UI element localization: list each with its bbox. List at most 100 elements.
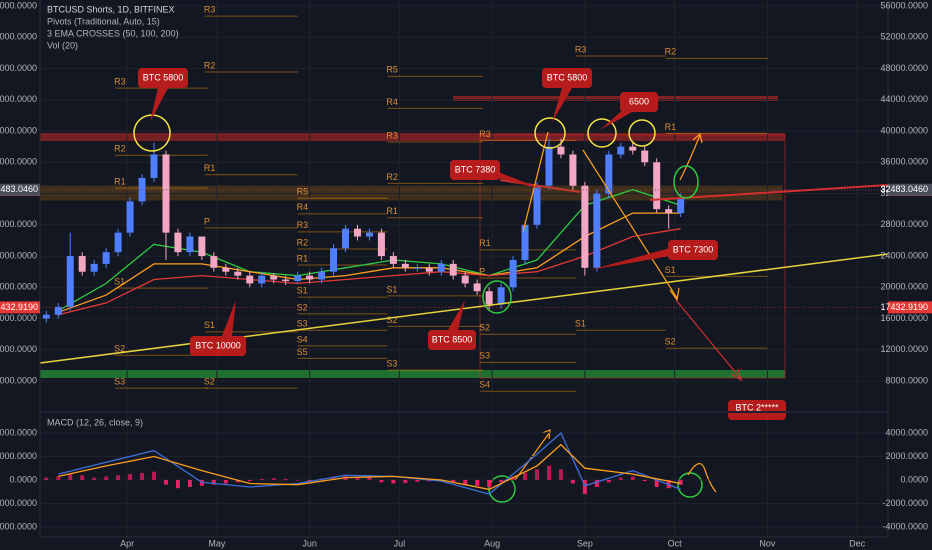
candle-body: [318, 271, 326, 280]
pivot-label: S1: [297, 285, 308, 295]
candle-body: [66, 256, 74, 307]
pivot-label: S4: [297, 334, 308, 344]
y-tick-label: 0.0000: [900, 474, 928, 484]
red-arrow: [675, 299, 741, 379]
macd-histogram-bar: [678, 479, 683, 485]
callout-box: [542, 68, 592, 88]
macd-histogram-bar: [403, 479, 408, 483]
candle-body: [389, 256, 397, 264]
macd-histogram-bar: [475, 479, 480, 486]
candle-body: [437, 263, 445, 272]
orange-arrow: [679, 132, 703, 181]
candle-body: [473, 283, 481, 292]
pivot-label: R5: [386, 65, 398, 75]
x-tick-label: Apr: [120, 538, 134, 548]
highlight-circle: [534, 117, 566, 149]
candle-body: [126, 201, 134, 233]
green-band: [40, 370, 785, 378]
price-tag: [0, 183, 40, 196]
callout-text: BTC 7300: [673, 244, 714, 254]
pivot-label: S3: [479, 351, 490, 361]
pivot-label: R2: [665, 47, 677, 57]
candle-body: [114, 232, 122, 253]
candle-body: [342, 228, 350, 249]
y-tick-label: 20000.0000: [880, 282, 928, 292]
price-tag: [888, 183, 932, 196]
price-tag: [0, 301, 40, 314]
orange-arrow: [687, 463, 717, 493]
macd-histogram-bar: [116, 475, 121, 480]
y-tick-label: 36000.0000: [0, 157, 37, 167]
macd-histogram-bar: [535, 469, 540, 480]
y-tick-label: 4000.0000: [0, 427, 37, 437]
y-tick-label: 44000.0000: [880, 94, 928, 104]
x-tick-label: Nov: [759, 538, 776, 548]
macd-histogram-bar: [331, 476, 336, 480]
pivot-label: R3: [204, 5, 216, 15]
callout-box: [190, 336, 246, 356]
candle-body: [497, 287, 505, 305]
candle-body: [401, 263, 409, 268]
y-tick-label: 28000.0000: [880, 219, 928, 229]
macd-histogram-bar: [295, 479, 300, 481]
red-line: [499, 179, 581, 193]
pivot-label: R3: [479, 129, 491, 139]
price-tag-label: 17432.9190: [880, 302, 928, 312]
candle-body: [581, 185, 589, 268]
y-tick-label: 16000.0000: [0, 313, 37, 323]
y-tick-label: 12000.0000: [880, 344, 928, 354]
macd-line: [58, 443, 681, 491]
candle-body: [461, 275, 469, 284]
y-tick-label: 56000.0000: [880, 0, 928, 10]
pivot-label: R4: [386, 97, 398, 107]
callout-text: BTC 2*****: [735, 402, 779, 412]
candle-body: [377, 232, 385, 257]
pivot-label: R3: [114, 76, 126, 86]
y-tick-label: 36000.0000: [880, 157, 928, 167]
pivot-label: S4: [479, 380, 490, 390]
candle-body: [677, 197, 685, 214]
x-tick-label: Jul: [394, 538, 406, 548]
pivot-label: S2: [479, 323, 490, 333]
callout-pointer: [600, 108, 632, 130]
highlight-circle: [628, 119, 656, 147]
pivot-label: P: [479, 266, 485, 276]
candle-body: [150, 154, 158, 178]
y-tick-label: 8000.0000: [885, 375, 928, 385]
macd-histogram-bar: [259, 478, 264, 480]
x-tick-label: Oct: [668, 538, 683, 548]
candle-body: [485, 291, 493, 305]
macd-histogram-bar: [415, 479, 420, 482]
ema-line: [57, 188, 681, 312]
pivot-label: R1: [386, 206, 398, 216]
macd-histogram-bar: [152, 471, 157, 480]
candle-body: [533, 185, 541, 225]
x-tick-label: Dec: [849, 538, 866, 548]
macd-histogram-bar: [618, 477, 623, 480]
y-tick-label: 28000.0000: [0, 219, 37, 229]
callout-box: [450, 160, 500, 180]
y-tick-label: 40000.0000: [880, 125, 928, 135]
pivot-label: R1: [114, 176, 126, 186]
callout-text: BTC 8500: [432, 334, 473, 344]
candle-body: [593, 193, 601, 268]
ema-line: [58, 212, 681, 313]
macd-panel: [40, 431, 888, 528]
macd-histogram-bar: [367, 477, 372, 480]
callout-box: [728, 400, 786, 420]
red-band: [40, 133, 785, 141]
candle-body: [521, 224, 529, 260]
pivot-label: R2: [386, 172, 398, 182]
candle-body: [509, 259, 517, 288]
macd-histogram-bar: [283, 478, 288, 480]
price-tag: [888, 301, 932, 314]
callout-text: BTC 7380: [455, 164, 496, 174]
pivot-label: R2: [204, 60, 216, 70]
callout: BTC 8500: [428, 300, 476, 350]
macd-histogram-bar: [211, 479, 216, 485]
y-tick-label: 20000.0000: [0, 282, 37, 292]
candle-body: [641, 150, 649, 163]
macd-histogram-bar: [175, 479, 180, 489]
callout: BTC 10000: [190, 300, 246, 356]
